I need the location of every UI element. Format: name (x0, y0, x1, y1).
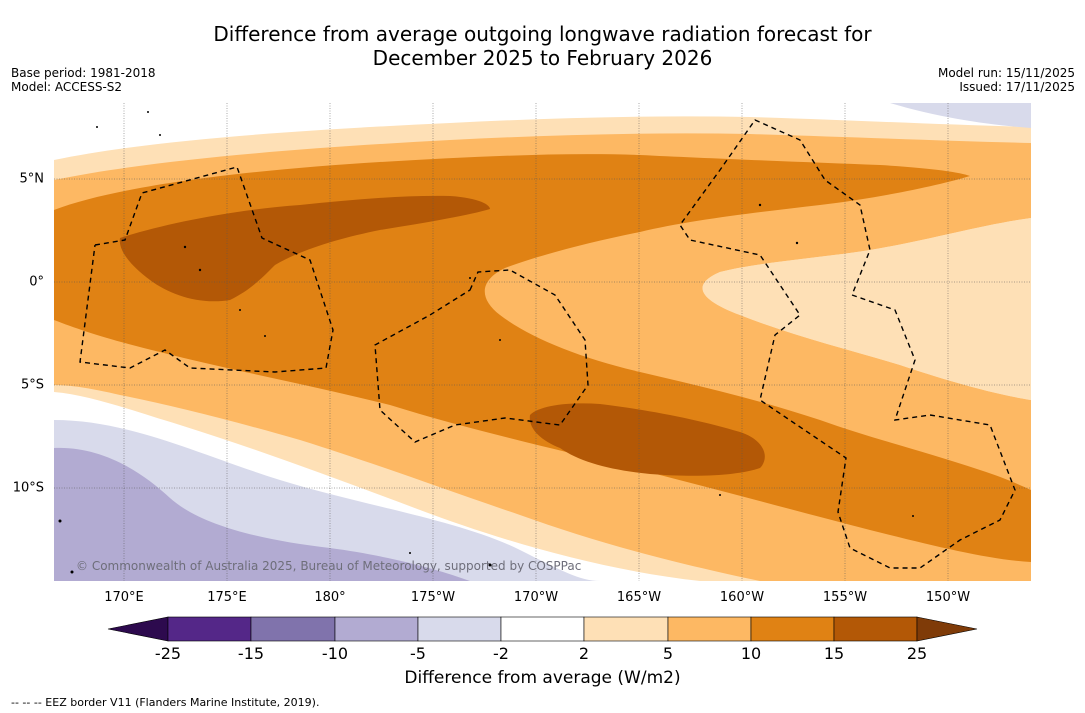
cbar-seg-p5 (667, 616, 752, 642)
cbar-seg-p2 (583, 616, 669, 642)
title-line-1: Difference from average outgoing longwav… (213, 22, 872, 46)
cbar-seg-neutral (500, 616, 585, 642)
band-neg5-ne (890, 103, 1031, 128)
cbar-seg-neg25 (167, 616, 252, 642)
cbar-seg-p10 (750, 616, 835, 642)
colorbar-tick: -15 (237, 644, 265, 663)
lat-label: 5°N (19, 171, 45, 187)
meta-left: Base period: 1981-2018 Model: ACCESS-S2 (11, 66, 156, 94)
lat-label: 10°S (12, 480, 44, 496)
colorbar-tick: -25 (154, 644, 182, 663)
colorbar-tick: -10 (321, 644, 349, 663)
colorbar-tick: -2 (493, 644, 509, 663)
lon-label: 150°W (925, 590, 971, 605)
lat-label: 0° (29, 274, 44, 290)
band-p15-east (529, 403, 765, 476)
band-p2-pocket (702, 218, 1031, 400)
cbar-arrow-left (107, 616, 169, 642)
eez-borders (79, 119, 1016, 569)
colorbar-label: Difference from average (W/m2) (404, 668, 681, 688)
colorbar-tick: -5 (410, 644, 426, 663)
lon-label: 170°E (104, 590, 144, 605)
lon-label: 155°W (822, 590, 868, 605)
eez-tuvalu (79, 166, 334, 373)
eez-legend-note: -- -- -- EEZ border V11 (Flanders Marine… (11, 696, 320, 709)
lon-label: 160°W (719, 590, 765, 605)
colorbar-tick: 5 (662, 644, 674, 663)
colorbar-tick: 10 (740, 644, 762, 663)
lat-label: 5°S (20, 377, 44, 393)
title-line-2: December 2025 to February 2026 (372, 46, 713, 70)
meta-right: Model run: 15/11/2025 Issued: 17/11/2025 (938, 66, 1075, 94)
gridlines (54, 103, 1031, 581)
cbar-seg-neg5 (417, 616, 502, 642)
issued-date: Issued: 17/11/2025 (959, 80, 1075, 94)
islands (58, 111, 914, 574)
chart-title: Difference from average outgoing longwav… (0, 22, 1085, 70)
map-area (54, 103, 1031, 581)
model-run: Model run: 15/11/2025 (937, 66, 1075, 80)
colorbar (107, 616, 978, 642)
lon-label: 180° (314, 590, 346, 605)
lon-label: 175°W (410, 590, 456, 605)
copyright-notice: © Commonwealth of Australia 2025, Bureau… (76, 559, 582, 573)
band-p15-west (119, 195, 490, 302)
colorbar-tick: 15 (823, 644, 845, 663)
lon-label: 170°W (513, 590, 559, 605)
cbar-seg-p15 (833, 616, 918, 642)
band-p10 (54, 154, 1031, 562)
base-period: Base period: 1981-2018 (11, 66, 156, 80)
cbar-arrow-right (916, 616, 978, 642)
eez-line-islands (679, 119, 1016, 569)
lon-label: 165°W (616, 590, 662, 605)
colorbar-tick: 2 (578, 644, 590, 663)
cbar-seg-neg15 (250, 616, 336, 642)
cbar-seg-neg10 (334, 616, 419, 642)
band-neg10 (54, 447, 470, 581)
model-name: Model: ACCESS-S2 (11, 80, 123, 94)
colorbar-tick: 25 (906, 644, 928, 663)
lon-label: 175°E (207, 590, 247, 605)
